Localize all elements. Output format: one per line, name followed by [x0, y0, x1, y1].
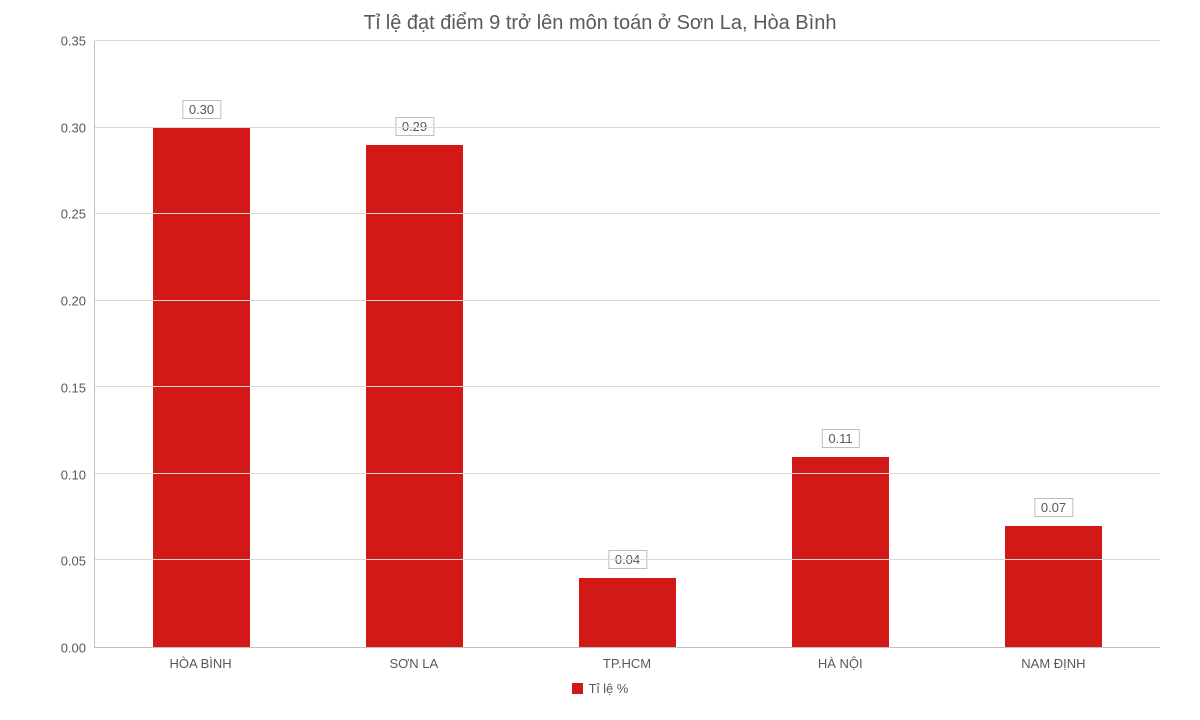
data-label: 0.30	[182, 100, 221, 119]
legend-label: Tỉ lệ %	[589, 681, 629, 696]
y-tick-label: 0.10	[61, 467, 86, 482]
bar: 0.11	[792, 457, 890, 647]
x-axis-label: HÀ NỘI	[734, 656, 947, 671]
data-label: 0.11	[821, 429, 859, 448]
bar-slot: 0.30	[95, 41, 308, 647]
chart-container: Tỉ lệ đạt điểm 9 trở lên môn toán ở Sơn …	[0, 0, 1200, 720]
bar-slot: 0.07	[947, 41, 1160, 647]
y-tick-label: 0.30	[61, 120, 86, 135]
legend: Tỉ lệ %	[40, 681, 1160, 696]
gridline	[95, 213, 1160, 214]
plot-area: 0.30 0.29 0.04 0.11 0.07	[94, 41, 1160, 648]
gridline	[95, 386, 1160, 387]
y-tick-label: 0.00	[61, 641, 86, 656]
bars-group: 0.30 0.29 0.04 0.11 0.07	[95, 41, 1160, 647]
data-label: 0.07	[1034, 498, 1073, 517]
chart-title: Tỉ lệ đạt điểm 9 trở lên môn toán ở Sơn …	[40, 12, 1160, 35]
gridline	[95, 127, 1160, 128]
y-tick-label: 0.25	[61, 207, 86, 222]
gridline	[95, 300, 1160, 301]
bar-slot: 0.29	[308, 41, 521, 647]
legend-swatch	[572, 683, 583, 694]
x-axis-label: SƠN LA	[307, 656, 520, 671]
y-tick-label: 0.20	[61, 294, 86, 309]
bar-slot: 0.11	[734, 41, 947, 647]
bar: 0.04	[579, 578, 677, 647]
y-tick-label: 0.15	[61, 380, 86, 395]
bar: 0.07	[1005, 526, 1103, 647]
y-axis: 0.000.050.100.150.200.250.300.35	[40, 41, 94, 648]
y-tick-label: 0.05	[61, 554, 86, 569]
bar-slot: 0.04	[521, 41, 734, 647]
gridline	[95, 473, 1160, 474]
bar: 0.29	[366, 145, 464, 647]
y-tick-label: 0.35	[61, 34, 86, 49]
x-axis-label: HÒA BÌNH	[94, 656, 307, 671]
x-axis-label: TP.HCM	[520, 656, 733, 671]
gridline	[95, 40, 1160, 41]
gridline	[95, 559, 1160, 560]
x-axis-labels: HÒA BÌNHSƠN LATP.HCMHÀ NỘINAM ĐỊNH	[94, 656, 1160, 671]
x-axis-label: NAM ĐỊNH	[947, 656, 1160, 671]
plot-area-wrapper: 0.000.050.100.150.200.250.300.35 0.300.2…	[40, 41, 1160, 648]
